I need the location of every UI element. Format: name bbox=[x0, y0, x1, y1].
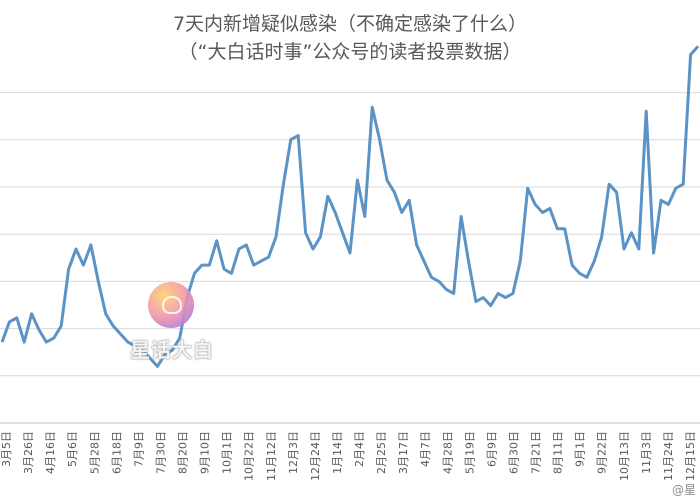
corner-watermark: @星 bbox=[671, 483, 696, 497]
x-tick-label: 4月7日 bbox=[419, 431, 432, 467]
x-tick-label: 4月16日 bbox=[44, 431, 57, 474]
x-tick-label: 5月19日 bbox=[463, 431, 476, 474]
x-tick-label: 5月28日 bbox=[88, 431, 101, 474]
series-line bbox=[0, 45, 700, 368]
x-tick-label: 8月20日 bbox=[177, 431, 190, 474]
chart-title: 7天内新增疑似感染（不确定感染了什么） bbox=[172, 13, 528, 35]
x-tick-label: 7月9日 bbox=[132, 431, 145, 467]
x-tick-label: 11月3日 bbox=[640, 431, 653, 474]
watermark: 星话大白 bbox=[130, 282, 230, 370]
x-tick-label: 10月1日 bbox=[221, 431, 234, 474]
x-axis-tick-labels: 3月5日 3月26日 4月16日 5月6日 5月28日 6月18日 7月9日 7月30日 8月2… bbox=[0, 431, 697, 481]
x-tick-label: 10月13日 bbox=[618, 431, 631, 481]
x-tick-label: 9月1日 bbox=[574, 431, 587, 467]
x-tick-label: 11月12日 bbox=[265, 431, 278, 481]
x-tick-label: 12月3日 bbox=[287, 431, 300, 474]
x-tick-label: 6月30日 bbox=[508, 431, 521, 474]
series-line-group bbox=[0, 45, 700, 368]
chart-title-block: 7天内新增疑似感染（不确定感染了什么） （“大白话时事”公众号的读者投票数据） bbox=[0, 10, 700, 66]
x-tick-label: 3月17日 bbox=[397, 431, 410, 474]
x-tick-label: 6月9日 bbox=[485, 431, 498, 467]
x-tick-label: 7月30日 bbox=[155, 431, 168, 474]
x-tick-label: 9月22日 bbox=[596, 431, 609, 474]
x-tick-label: 12月15日 bbox=[684, 431, 697, 481]
x-tick-label: 1月14日 bbox=[331, 431, 344, 474]
x-tick-label: 2月25日 bbox=[375, 431, 388, 474]
x-tick-label: 2月4日 bbox=[353, 431, 366, 467]
x-tick-label: 5月6日 bbox=[66, 431, 79, 467]
rabbit-logo-icon bbox=[148, 282, 194, 328]
watermark-text: 星话大白 bbox=[130, 338, 214, 362]
x-tick-label: 12月24日 bbox=[309, 431, 322, 481]
x-tick-label: 8月11日 bbox=[552, 431, 565, 474]
x-tick-label: 10月22日 bbox=[243, 431, 256, 481]
x-tick-label: 6月18日 bbox=[110, 431, 123, 474]
x-tick-label: 11月24日 bbox=[662, 431, 675, 481]
x-tick-label: 3月5日 bbox=[0, 431, 13, 467]
x-tick-label: 3月26日 bbox=[22, 431, 35, 474]
x-tick-label: 4月28日 bbox=[441, 431, 454, 474]
x-tick-label: 9月10日 bbox=[199, 431, 212, 474]
chart-subtitle: （“大白话时事”公众号的读者投票数据） bbox=[178, 41, 522, 63]
x-tick-label: 7月21日 bbox=[530, 431, 543, 474]
